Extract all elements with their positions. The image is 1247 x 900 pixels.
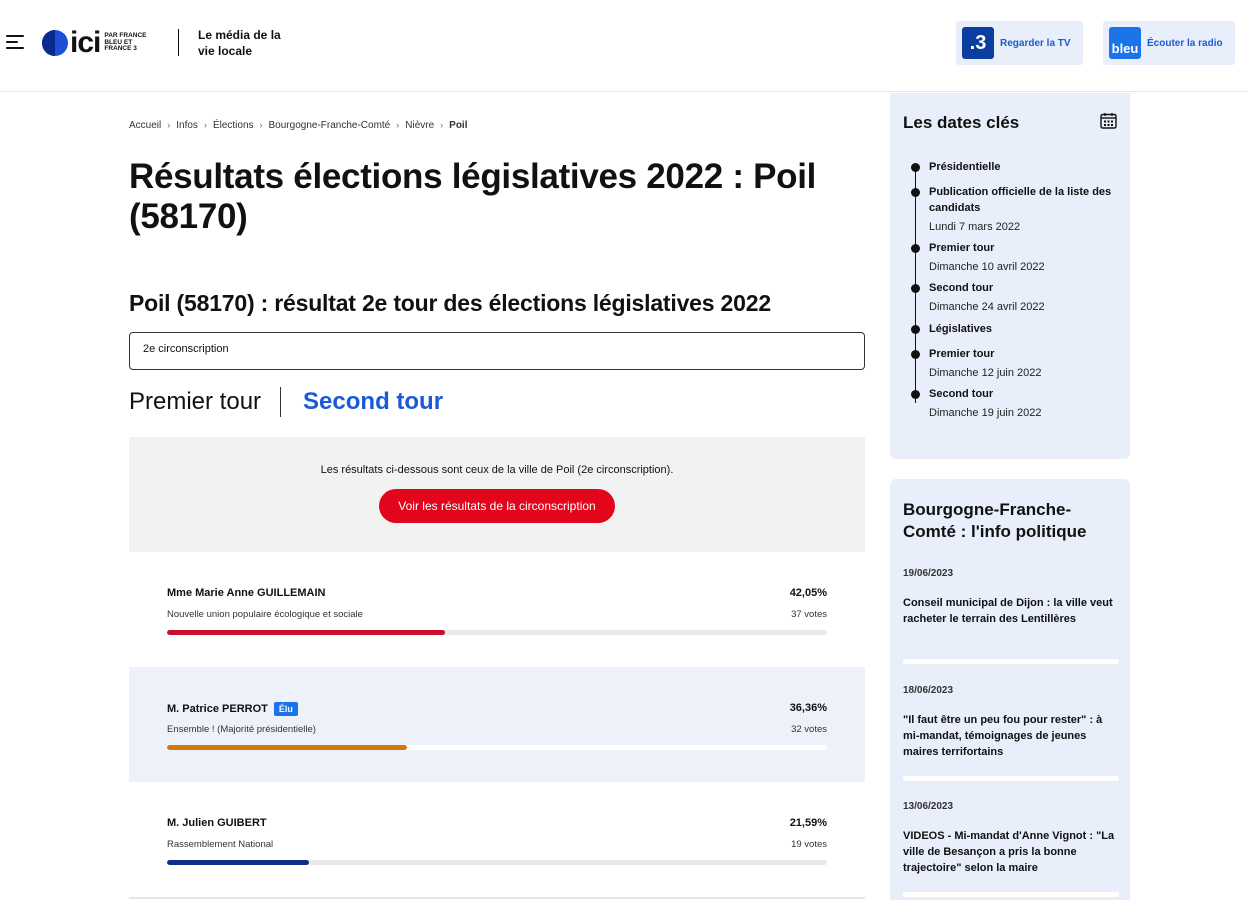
breadcrumb-region[interactable]: Bourgogne-Franche-Comté bbox=[268, 120, 391, 131]
key-dates-title: Les dates clés bbox=[903, 113, 1020, 132]
candidate-name: Mme Marie Anne GUILLEMAIN bbox=[167, 587, 326, 599]
chevron-right-icon: › bbox=[167, 120, 171, 130]
round-tabs: Premier tour Second tour bbox=[129, 386, 443, 418]
results-info-message: Les résultats ci-dessous sont ceux de la… bbox=[320, 464, 674, 476]
article-date: 19/06/2023 bbox=[903, 568, 954, 579]
timeline-title: Second tour bbox=[929, 282, 994, 294]
view-circonscription-results-button[interactable]: Voir les résultats de la circonscription bbox=[379, 489, 615, 523]
breadcrumb-accueil[interactable]: Accueil bbox=[129, 120, 162, 131]
article-date: 13/06/2023 bbox=[903, 801, 954, 812]
logo-subtitle: PAR FRANCE BLEU ET FRANCE 3 bbox=[104, 32, 147, 53]
timeline-title: Premier tour bbox=[929, 348, 995, 360]
page-title: Résultats élections législatives 2022 : … bbox=[129, 157, 817, 236]
calendar-icon bbox=[1100, 113, 1117, 129]
timeline-title: Publication officielle de la liste des c… bbox=[929, 186, 1112, 214]
timeline-title: Premier tour bbox=[929, 242, 995, 254]
timeline-date: Dimanche 24 avril 2022 bbox=[929, 301, 1045, 313]
candidate-party: Rassemblement National bbox=[167, 839, 274, 850]
timeline-date: Lundi 7 mars 2022 bbox=[929, 221, 1021, 233]
article-headline: "Il faut être un peu fou pour rester" : … bbox=[903, 714, 1103, 758]
candidate-row: M. Julien GUIBERT Rassemblement National… bbox=[129, 782, 865, 897]
candidate-name: M. Patrice PERROT Élu bbox=[167, 702, 298, 716]
result-bar-track bbox=[167, 630, 827, 635]
watch-tv-button[interactable]: .3 Regarder la TV bbox=[956, 21, 1083, 65]
timeline-item: Publication officielle de la liste des c… bbox=[903, 184, 1123, 235]
listen-radio-label: Écouter la radio bbox=[1147, 37, 1223, 49]
politics-news-panel: Bourgogne-Franche-Comté : l'info politiq… bbox=[890, 479, 1130, 900]
listen-radio-button[interactable]: bleu Écouter la radio bbox=[1103, 21, 1235, 65]
result-bar-track bbox=[167, 745, 827, 750]
article-date: 18/06/2023 bbox=[903, 685, 954, 696]
timeline-item: Premier tour Dimanche 10 avril 2022 bbox=[903, 240, 1123, 275]
result-bar-track bbox=[167, 860, 827, 865]
timeline-date: Dimanche 19 juin 2022 bbox=[929, 407, 1042, 419]
article-headline: Conseil municipal de Dijon : la ville ve… bbox=[903, 597, 1113, 625]
timeline-date: Dimanche 10 avril 2022 bbox=[929, 261, 1045, 273]
candidate-percent: 36,36% bbox=[789, 702, 827, 714]
breadcrumb-department[interactable]: Nièvre bbox=[405, 120, 435, 131]
candidate-party: Nouvelle union populaire écologique et s… bbox=[167, 609, 363, 620]
timeline-item: Premier tour Dimanche 12 juin 2022 bbox=[903, 346, 1123, 381]
politics-title: Bourgogne-Franche-Comté : l'info politiq… bbox=[903, 500, 1087, 541]
logo-dot-icon bbox=[42, 30, 68, 56]
section-title: Poil (58170) : résultat 2e tour des élec… bbox=[129, 290, 771, 316]
tab-divider bbox=[280, 387, 282, 417]
ici-logo[interactable]: ici PAR FRANCE BLEU ET FRANCE 3 bbox=[42, 28, 160, 58]
candidate-party: Ensemble ! (Majorité présidentielle) bbox=[167, 724, 316, 735]
article-divider bbox=[903, 892, 1119, 897]
header-divider bbox=[178, 29, 179, 56]
candidate-row: M. Patrice PERROT Élu Ensemble ! (Majorit… bbox=[129, 667, 865, 782]
chevron-right-icon: › bbox=[203, 120, 207, 130]
breadcrumb-current: Poil bbox=[449, 120, 468, 131]
candidate-row: Mme Marie Anne GUILLEMAIN Nouvelle union… bbox=[129, 552, 865, 667]
divider bbox=[129, 897, 865, 899]
france-bleu-icon: bleu bbox=[1109, 27, 1141, 59]
chevron-right-icon: › bbox=[396, 120, 400, 130]
key-dates-timeline: Présidentielle Publication officielle de… bbox=[903, 159, 1123, 421]
breadcrumb-infos[interactable]: Infos bbox=[176, 120, 198, 131]
watch-tv-label: Regarder la TV bbox=[1000, 37, 1071, 49]
candidate-votes: 19 votes bbox=[791, 839, 827, 850]
news-article[interactable]: 13/06/2023 VIDEOS - Mi-mandat d'Anne Vig… bbox=[903, 801, 1119, 897]
news-article[interactable]: 18/06/2023 "Il faut être un peu fou pour… bbox=[903, 685, 1119, 781]
chevron-right-icon: › bbox=[440, 120, 444, 130]
result-bar-fill bbox=[167, 860, 310, 865]
logo-word: ici bbox=[70, 26, 101, 59]
breadcrumb: Accueil › Infos › Élections › Bourgogne-… bbox=[129, 120, 468, 131]
timeline-item: Présidentielle bbox=[903, 159, 1123, 175]
tagline: Le média de la vie locale bbox=[198, 28, 281, 58]
tab-second-tour[interactable]: Second tour bbox=[303, 388, 444, 415]
candidate-percent: 42,05% bbox=[789, 587, 827, 599]
result-bar-fill bbox=[167, 630, 445, 635]
tab-premier-tour[interactable]: Premier tour bbox=[129, 388, 262, 415]
timeline-date: Dimanche 12 juin 2022 bbox=[929, 367, 1042, 379]
site-header: ici PAR FRANCE BLEU ET FRANCE 3 Le média… bbox=[0, 0, 1247, 92]
article-headline: VIDEOS - Mi-mandat d'Anne Vignot : "La v… bbox=[903, 830, 1115, 874]
candidate-name: M. Julien GUIBERT bbox=[167, 817, 267, 829]
key-dates-panel: Les dates clés Présidentielle Publicatio… bbox=[890, 93, 1130, 459]
candidate-votes: 32 votes bbox=[791, 724, 827, 735]
timeline-item: Second tour Dimanche 19 juin 2022 bbox=[903, 386, 1123, 421]
timeline-item: Second tour Dimanche 24 avril 2022 bbox=[903, 280, 1123, 315]
result-bar-fill bbox=[167, 745, 407, 750]
timeline-title: Législatives bbox=[929, 323, 992, 335]
menu-icon[interactable] bbox=[6, 35, 24, 51]
article-divider bbox=[903, 776, 1119, 781]
breadcrumb-elections[interactable]: Élections bbox=[212, 120, 254, 131]
results-info-box: Les résultats ci-dessous sont ceux de la… bbox=[129, 437, 865, 552]
timeline-item: Législatives bbox=[903, 321, 1123, 337]
circonscription-select[interactable]: 2e circonscription bbox=[129, 332, 865, 370]
france3-icon: .3 bbox=[962, 27, 994, 59]
timeline-title: Second tour bbox=[929, 388, 994, 400]
timeline-title: Présidentielle bbox=[929, 161, 1001, 173]
elected-badge: Élu bbox=[273, 702, 298, 716]
news-article[interactable]: 19/06/2023 Conseil municipal de Dijon : … bbox=[903, 568, 1119, 664]
article-divider bbox=[903, 659, 1119, 664]
chevron-right-icon: › bbox=[259, 120, 263, 130]
candidate-percent: 21,59% bbox=[789, 817, 827, 829]
candidate-votes: 37 votes bbox=[791, 609, 827, 620]
